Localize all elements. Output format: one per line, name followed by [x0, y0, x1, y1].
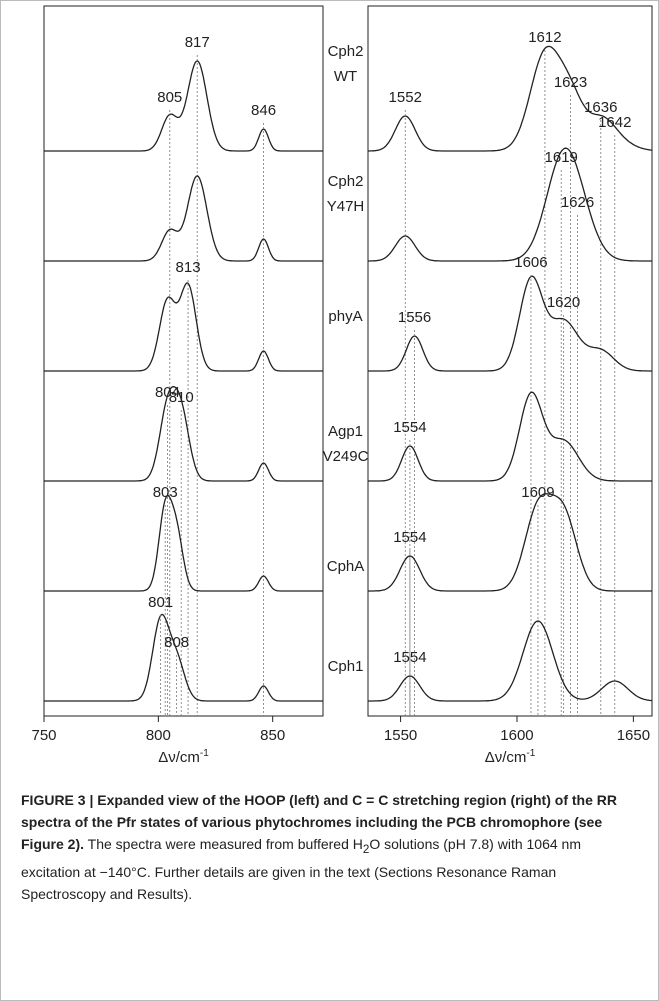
- peak-label: 801: [148, 594, 173, 611]
- peak-label: 1552: [389, 89, 422, 106]
- peak-label: 1642: [598, 114, 631, 131]
- caption-text: O solutions (pH 7.8) with 1064 nm excita…: [21, 836, 581, 902]
- spectrum: [44, 282, 323, 372]
- peak-label: 1606: [514, 254, 547, 271]
- spectrum: [44, 60, 323, 152]
- peak-label: 808: [164, 634, 189, 651]
- peak-label: 817: [185, 34, 210, 51]
- peak-label: 846: [251, 102, 276, 119]
- sample-label: V249C: [323, 448, 369, 465]
- caption-title: FIGURE 3 | Expanded view of the HOOP (le…: [21, 792, 617, 852]
- spectrum: [368, 493, 652, 592]
- peak-label: 1612: [528, 29, 561, 46]
- peak-label: 1554: [393, 649, 426, 666]
- caption-text: The spectra were measured from buffered …: [87, 836, 363, 852]
- spectrum: [368, 391, 652, 482]
- x-axis-label-text: Δν/cm: [158, 749, 200, 766]
- spectrum: [368, 45, 653, 152]
- peak-label: 813: [176, 259, 201, 276]
- peak-label: 1554: [393, 529, 426, 546]
- caption: FIGURE 3 | Expanded view of the HOOP (le…: [21, 789, 641, 905]
- x-axis-label: Δν/cm-1: [485, 748, 536, 766]
- spectrum: [368, 620, 653, 702]
- x-axis-label: Δν/cm-1: [158, 748, 209, 766]
- x-tick-label: 750: [31, 727, 56, 744]
- left-frame: [43, 5, 324, 717]
- x-tick-label: 1550: [384, 727, 417, 744]
- peak-label: 1556: [398, 309, 431, 326]
- sample-label: Agp1: [328, 423, 363, 440]
- sample-label: CphA: [327, 558, 365, 575]
- peak-label: 1609: [521, 484, 554, 501]
- spectrum: [44, 495, 323, 592]
- caption-sub: 2: [362, 842, 370, 856]
- sample-label: Cph2: [328, 43, 364, 60]
- peak-label: 810: [169, 389, 194, 406]
- peak-label: 804: [155, 384, 180, 401]
- spectrum: [368, 147, 652, 262]
- peak-label: 1620: [547, 294, 580, 311]
- spectrum: [44, 386, 323, 482]
- x-tick-label: 850: [260, 727, 285, 744]
- right-frame: [367, 5, 653, 717]
- x-tick-label: 1650: [617, 727, 650, 744]
- peak-label: 1636: [584, 99, 617, 116]
- x-axis-label-sup: -1: [200, 748, 209, 759]
- sample-label: Cph2: [328, 173, 364, 190]
- x-axis-label-sup: -1: [526, 748, 535, 759]
- sample-label: phyA: [328, 308, 362, 325]
- peak-label: 1626: [561, 194, 594, 211]
- sample-label: Y47H: [327, 198, 365, 215]
- spectrum: [368, 275, 652, 372]
- spectra-figure: 750 800 850Δν/cm-1805817846813804810803801…: [31, 5, 653, 766]
- sample-label: Cph1: [328, 658, 364, 675]
- peak-label: 1554: [393, 419, 426, 436]
- peak-label: 1619: [545, 149, 578, 166]
- peak-label: 1623: [554, 74, 587, 91]
- x-tick-label: 800: [146, 727, 171, 744]
- peak-label: 803: [153, 484, 178, 501]
- spectrum: [44, 175, 323, 262]
- spectrum: [44, 613, 323, 702]
- x-tick-label: 1600: [500, 727, 533, 744]
- peak-label: 805: [157, 89, 182, 106]
- sample-label: WT: [334, 68, 357, 85]
- x-axis-label-text: Δν/cm: [485, 749, 527, 766]
